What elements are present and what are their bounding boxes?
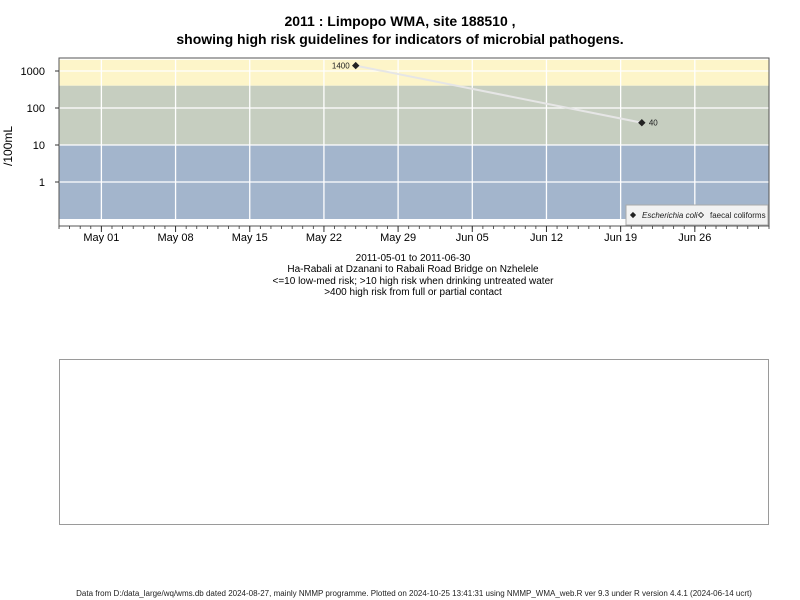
chart-title-line-2: showing high risk guidelines for indicat… — [176, 31, 624, 47]
y-tick-label-0: 1 — [39, 177, 45, 189]
x-axis: May 01 May 08 May 15 May 22 May 29 Jun 05 Jun … — [58, 226, 770, 244]
legend: Escherichia coli faecal coliforms — [625, 204, 769, 226]
x-tick-label-3: May 22 — [306, 232, 342, 244]
subtitle-guideline-drinking: <=10 low-med risk; >10 high risk when dr… — [272, 276, 554, 287]
subtitle-guideline-contact: >400 high risk from full or partial cont… — [324, 287, 502, 298]
chart: 1 10 100 1000 May 01 May 08 May 15 May 22 May 2… — [1, 57, 770, 244]
data-series: 1400 40 — [332, 62, 658, 128]
x-tick-label-5: Jun 05 — [456, 232, 489, 244]
x-tick-label-0: May 01 — [83, 232, 119, 244]
x-tick-label-2: May 15 — [232, 232, 268, 244]
legend-marker-1 — [697, 211, 705, 219]
grid-lines — [59, 58, 769, 226]
y-axis-label: /100mL — [1, 126, 15, 166]
risk-band-0 — [59, 59, 769, 86]
risk-band-1 — [59, 85, 769, 145]
x-tick-label-8: Jun 26 — [678, 232, 711, 244]
subtitle-site-description: Ha-Rabali at Dzanani to Rabali Road Brid… — [287, 264, 539, 275]
data-point-0-1 — [638, 119, 646, 127]
plot-frame — [58, 57, 770, 227]
data-point-0-0 — [352, 61, 360, 70]
chart-title-line-1: 2011 : Limpopo WMA, site 188510 , — [284, 13, 516, 29]
footer-note: Data from D:/data_large/wq/wms.db dated … — [76, 589, 752, 598]
data-label-0-1: 40 — [649, 119, 658, 128]
x-tick-label-1: May 08 — [158, 232, 194, 244]
data-label-0-0: 1400 — [332, 62, 350, 71]
y-tick-label-2: 100 — [27, 103, 45, 115]
series-line-0 — [355, 64, 643, 124]
legend-marker-0 — [629, 211, 637, 219]
y-tick-label-3: 1000 — [21, 66, 45, 78]
x-tick-label-7: Jun 19 — [604, 232, 637, 244]
y-axis: 1 10 100 1000 — [21, 66, 59, 189]
legend-label-1: faecal coliforms — [710, 211, 766, 220]
risk-bands — [59, 59, 769, 219]
empty-plot-panel — [59, 359, 769, 525]
x-tick-label-6: Jun 12 — [530, 232, 563, 244]
legend-label-0: Escherichia coli — [642, 211, 698, 220]
y-tick-label-1: 10 — [33, 140, 45, 152]
x-tick-label-4: May 29 — [380, 232, 416, 244]
subtitle-date-range: 2011-05-01 to 2011-06-30 — [355, 253, 471, 264]
legend-box — [625, 204, 769, 226]
